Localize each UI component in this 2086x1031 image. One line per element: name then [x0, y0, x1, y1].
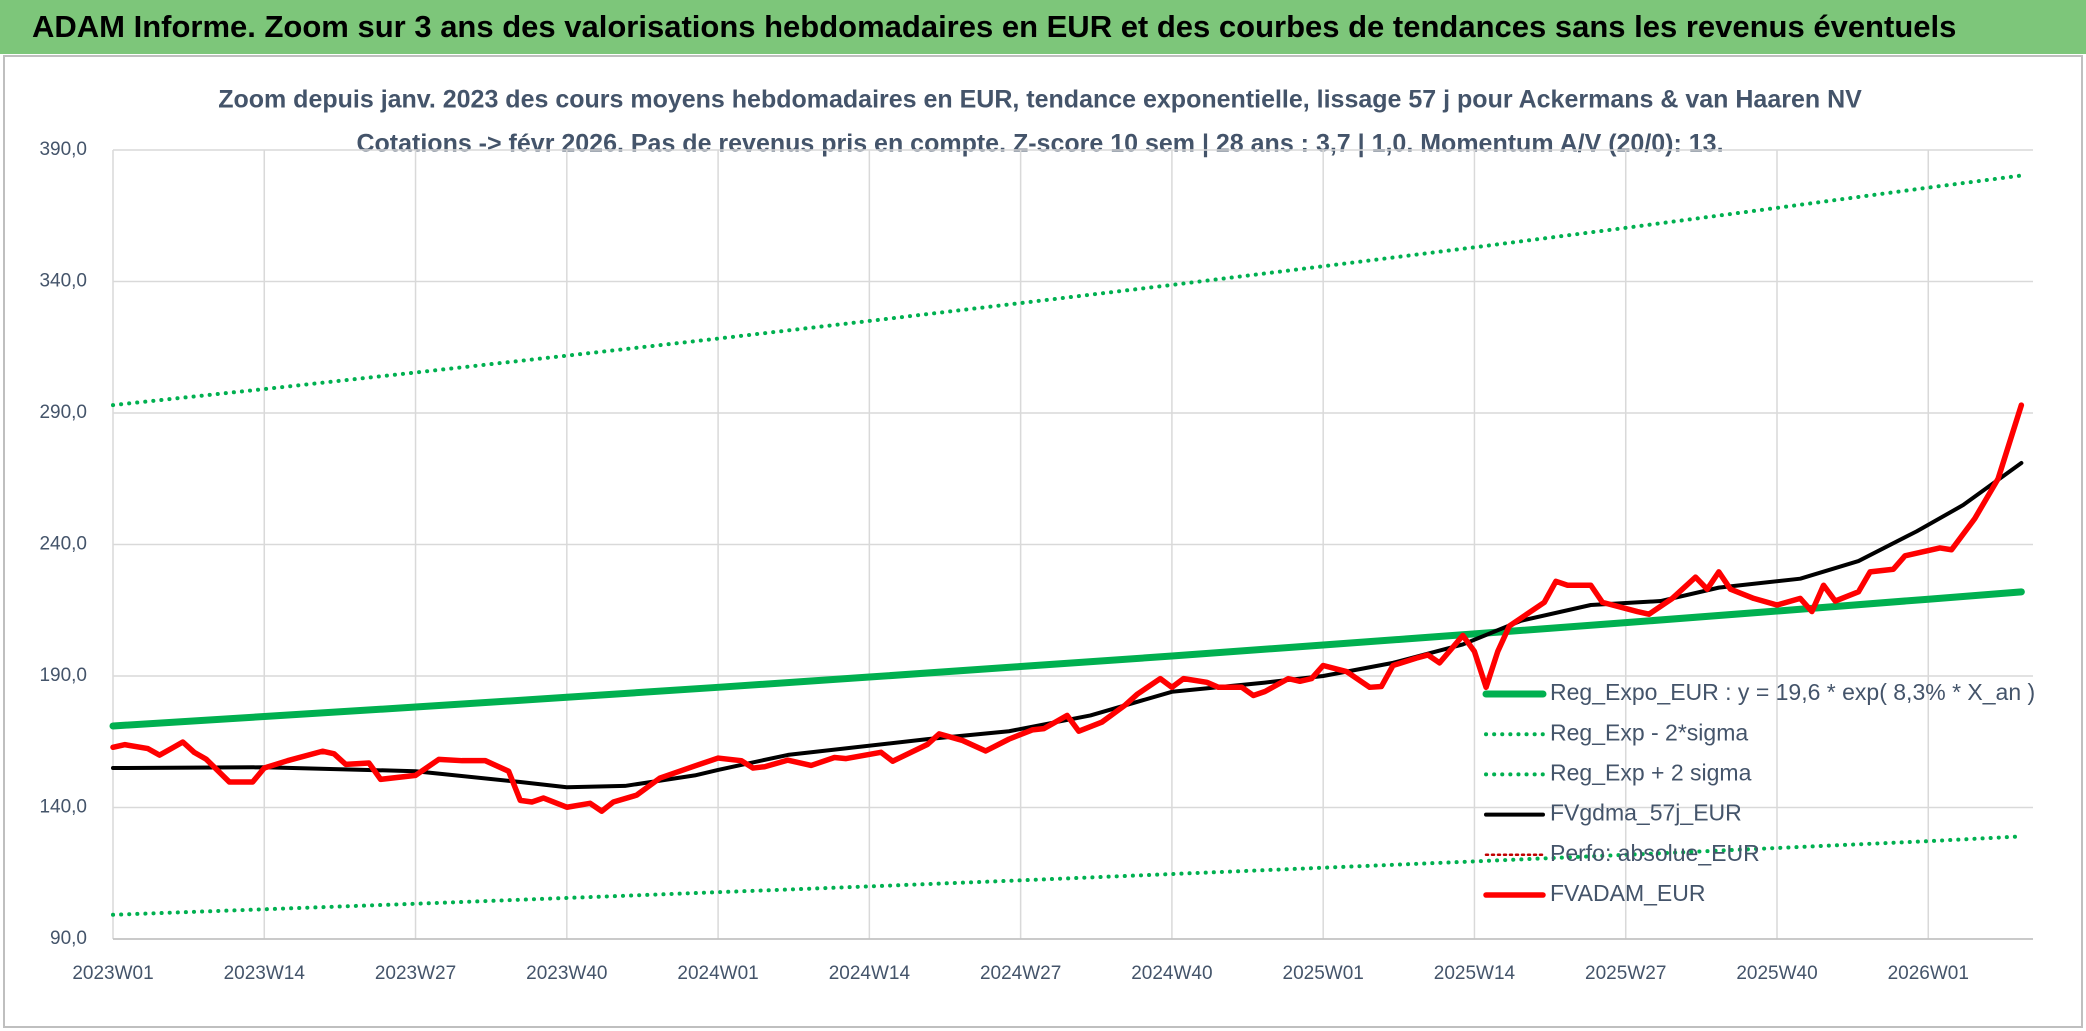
- y-tick-label: 90,0: [50, 928, 87, 949]
- y-tick-label: 190,0: [39, 665, 87, 686]
- x-tick-label: 2023W40: [526, 963, 607, 984]
- legend-label: Reg_Exp + 2 sigma: [1550, 759, 1752, 785]
- series-line: [111, 173, 2024, 408]
- y-tick-label: 240,0: [39, 534, 87, 555]
- chart-frame: [3, 55, 2083, 1028]
- header-bar: [0, 0, 2086, 54]
- series-line: [109, 588, 2025, 730]
- x-tick-label: 2024W14: [829, 963, 911, 984]
- page-title: ADAM Informe. Zoom sur 3 ans des valoris…: [32, 9, 1956, 44]
- legend-label: Perfo: absolue_EUR: [1550, 840, 1760, 866]
- chart-title: Zoom depuis janv. 2023 des cours moyens …: [218, 86, 1862, 114]
- x-tick-label: 2025W40: [1736, 963, 1817, 984]
- x-tick-label: 2026W01: [1888, 963, 1969, 984]
- x-tick-label: 2023W01: [72, 963, 153, 984]
- x-tick-label: 2023W27: [375, 963, 456, 984]
- chart-subtitle: Cotations -> févr 2026. Pas de revenus p…: [356, 130, 1723, 158]
- legend-label: Reg_Exp - 2*sigma: [1550, 719, 1748, 745]
- x-tick-label: 2025W14: [1434, 963, 1516, 984]
- y-tick-label: 140,0: [39, 797, 87, 818]
- legend-label: FVgdma_57j_EUR: [1550, 800, 1742, 826]
- legend-label: FVADAM_EUR: [1550, 880, 1706, 906]
- y-tick-label: 340,0: [39, 271, 87, 292]
- x-tick-label: 2025W01: [1283, 963, 1364, 984]
- x-tick-label: 2023W14: [224, 963, 306, 984]
- y-tick-label: 390,0: [39, 139, 87, 160]
- x-tick-label: 2024W01: [677, 963, 758, 984]
- y-tick-label: 290,0: [39, 402, 87, 423]
- legend-label: Reg_Expo_EUR : y = 19,6 * exp( 8,3% * X_…: [1550, 679, 2035, 705]
- x-tick-label: 2024W40: [1131, 963, 1212, 984]
- series-line: [110, 402, 2025, 814]
- x-tick-label: 2025W27: [1585, 963, 1666, 984]
- x-tick-label: 2024W27: [980, 963, 1061, 984]
